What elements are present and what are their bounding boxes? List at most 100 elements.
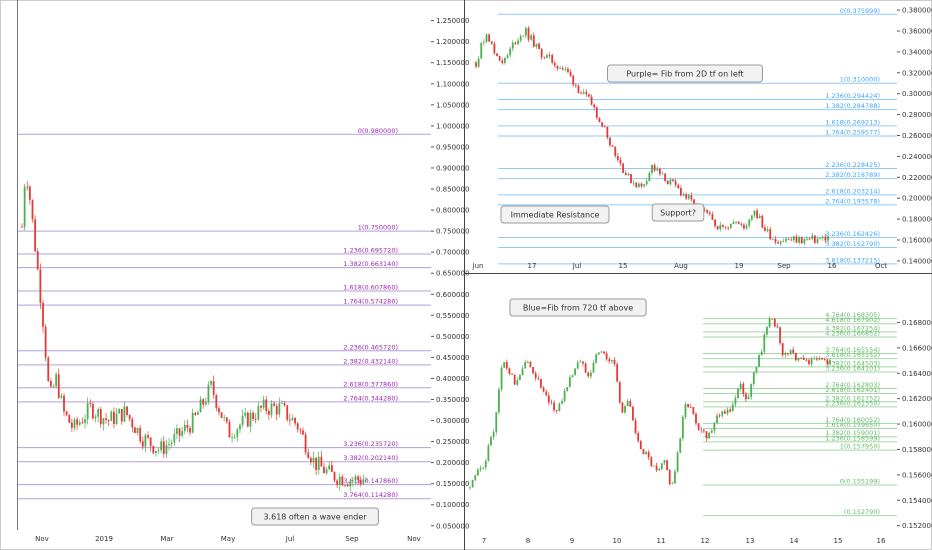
candle-body — [605, 353, 608, 360]
candle-body — [645, 181, 648, 185]
candle-body — [629, 400, 632, 407]
candle-body — [632, 182, 635, 184]
y-tick-label: 0.550000 — [436, 312, 469, 320]
fib-level-label: 1.618(0.159650) — [825, 421, 880, 429]
candle-body — [610, 359, 613, 362]
x-tick-label: 8 — [526, 537, 530, 545]
candle-body — [522, 35, 525, 37]
candle-body — [700, 429, 703, 431]
candle-body — [309, 458, 312, 463]
candle-body — [320, 456, 323, 467]
candle-body — [787, 238, 790, 240]
candle-body — [281, 403, 283, 404]
candle-body — [548, 55, 551, 56]
candle-body — [624, 406, 626, 413]
candle-body — [519, 36, 522, 41]
candle-body — [821, 358, 824, 360]
x-tick-label: Oct — [875, 262, 887, 270]
candle-body — [47, 357, 50, 381]
candle-body — [89, 403, 92, 405]
candle-body — [157, 450, 160, 452]
candle-body — [262, 399, 265, 408]
candle-body — [81, 422, 84, 424]
candle-body — [275, 405, 278, 415]
candle-body — [708, 432, 711, 439]
candle-body — [611, 145, 614, 147]
candle-body — [595, 354, 598, 363]
fib-level-label: 2.236(0.465720) — [343, 343, 398, 351]
fib-level-label: 4.236(0.166852) — [825, 330, 880, 338]
fib-level-label: 2.618(0.203214) — [825, 187, 880, 195]
fib-level-label: 1.764(0.259577) — [825, 128, 880, 136]
y-tick-label: 0.350000 — [436, 396, 469, 404]
candle-body — [239, 424, 241, 430]
candle-body — [745, 225, 748, 229]
candle-body — [739, 383, 742, 389]
x-tick-label: 14 — [790, 537, 799, 545]
candle-body — [722, 224, 724, 227]
candle-body — [574, 368, 577, 376]
candle-body — [26, 186, 29, 188]
candle-body — [777, 242, 779, 244]
candle-body — [76, 419, 79, 425]
candle-body — [692, 407, 695, 414]
candle-body — [651, 165, 653, 173]
candle-body — [727, 227, 730, 229]
candle-body — [70, 422, 73, 428]
candle-body — [585, 92, 588, 95]
x-tick-label: 19 — [735, 262, 744, 270]
candle-body — [647, 452, 650, 458]
candle-body — [341, 476, 344, 486]
candle-body — [215, 395, 218, 409]
candle-body — [477, 58, 480, 67]
candle-body — [773, 318, 776, 327]
candle-body — [687, 195, 690, 199]
candle-body — [128, 414, 131, 419]
candle-body — [711, 214, 714, 220]
candle-body — [31, 199, 34, 220]
candle-body — [642, 449, 645, 455]
candle-body — [608, 359, 611, 362]
candle-body — [291, 418, 294, 421]
annotation-callout: Immediate Resistance — [500, 205, 610, 224]
candle-body — [21, 226, 23, 228]
candle-body — [176, 428, 178, 434]
candle-body — [516, 380, 519, 385]
candle-body — [648, 172, 651, 182]
candle-body — [587, 372, 590, 377]
candle-body — [684, 404, 687, 417]
candle-body — [144, 435, 147, 447]
candle-body — [561, 400, 563, 404]
candle-body — [679, 438, 682, 453]
candle-body — [173, 433, 176, 443]
candle-body — [797, 357, 800, 361]
candle-body — [672, 179, 674, 181]
candle-body — [131, 418, 134, 428]
candle-body — [760, 351, 763, 356]
fib-level-label: 3.382(0.152790) — [825, 240, 880, 248]
candle-body — [582, 361, 584, 364]
candle-body — [63, 395, 65, 412]
candle-body — [527, 27, 530, 40]
candle-body — [65, 411, 68, 415]
fib-level-label: 3.382(0.164503) — [825, 359, 880, 367]
candle-body — [740, 223, 743, 225]
candle-body — [714, 219, 716, 227]
y-tick-label: 0.152000 — [902, 522, 932, 530]
y-tick-label: 1.050000 — [436, 101, 469, 109]
candle-body — [484, 460, 487, 468]
candle-body — [299, 429, 302, 431]
candle-body — [606, 126, 609, 138]
candle-body — [674, 180, 677, 185]
candle-body — [553, 402, 555, 411]
y-tick-label: 0.850000 — [436, 186, 469, 194]
annotation-callout: Purple= Fib from 2D tf on left — [607, 64, 763, 83]
y-tick-label: 0.200000 — [436, 459, 469, 467]
fib-level-label: 1.382(0.663140) — [343, 260, 398, 268]
candle-body — [110, 411, 113, 421]
candle-body — [323, 466, 325, 474]
x-tick-label: 15 — [834, 537, 843, 545]
candle-body — [798, 237, 801, 243]
